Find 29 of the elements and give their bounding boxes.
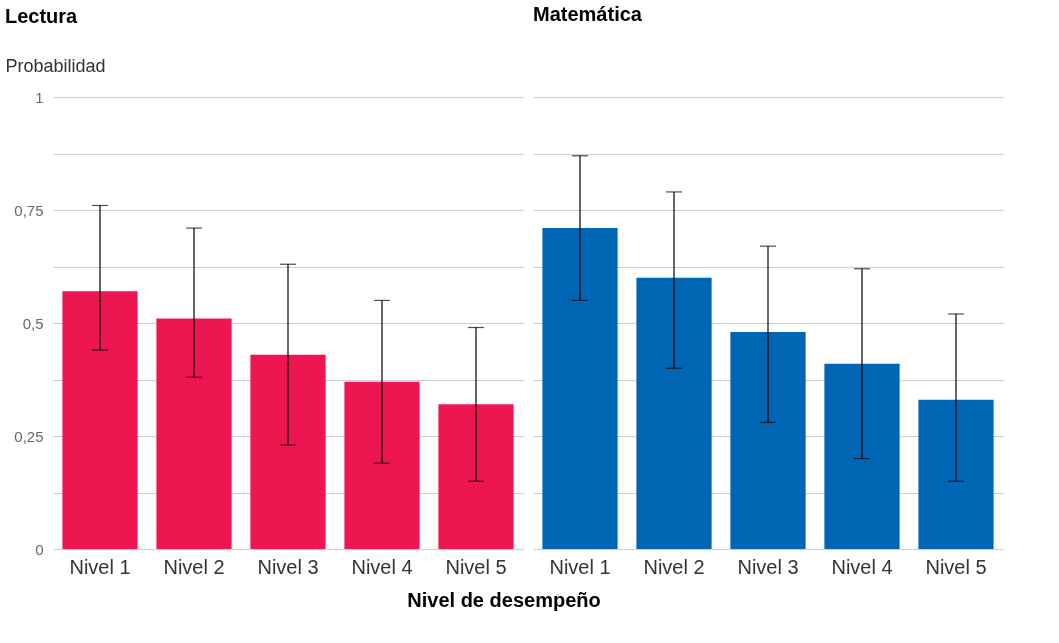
x-tick-label: Nivel 3 <box>257 555 319 578</box>
y-tick-label: 0,5 <box>22 314 44 332</box>
x-tick-label: Nivel 4 <box>351 555 413 578</box>
bar <box>542 228 618 549</box>
x-tick-label: Nivel 1 <box>69 555 131 578</box>
x-axis-title: Nivel de desempeño <box>407 589 601 611</box>
y-tick-label: 0,25 <box>14 427 44 445</box>
bar <box>344 381 420 549</box>
bar <box>730 332 806 549</box>
x-tick-label: Nivel 2 <box>643 555 705 578</box>
chart-title: Matemática <box>533 3 643 25</box>
bar <box>438 404 514 549</box>
y-tick-label: 0,75 <box>14 201 44 219</box>
x-tick-label: Nivel 1 <box>549 555 611 578</box>
bar <box>156 318 232 549</box>
y-tick-label: 1 <box>35 88 44 106</box>
x-tick-label: Nivel 3 <box>737 555 799 578</box>
bar <box>824 363 900 549</box>
chart-title: Lectura <box>5 5 79 27</box>
bar <box>918 399 994 549</box>
x-tick-label: Nivel 5 <box>445 555 507 578</box>
bar <box>62 291 138 549</box>
x-tick-label: Nivel 2 <box>163 555 225 578</box>
x-tick-label: Nivel 5 <box>925 555 987 578</box>
bar <box>636 277 712 549</box>
y-axis-title: Probabilidad <box>5 55 106 76</box>
bar <box>250 354 326 549</box>
x-tick-label: Nivel 4 <box>831 555 893 578</box>
y-tick-label: 0 <box>35 540 44 558</box>
